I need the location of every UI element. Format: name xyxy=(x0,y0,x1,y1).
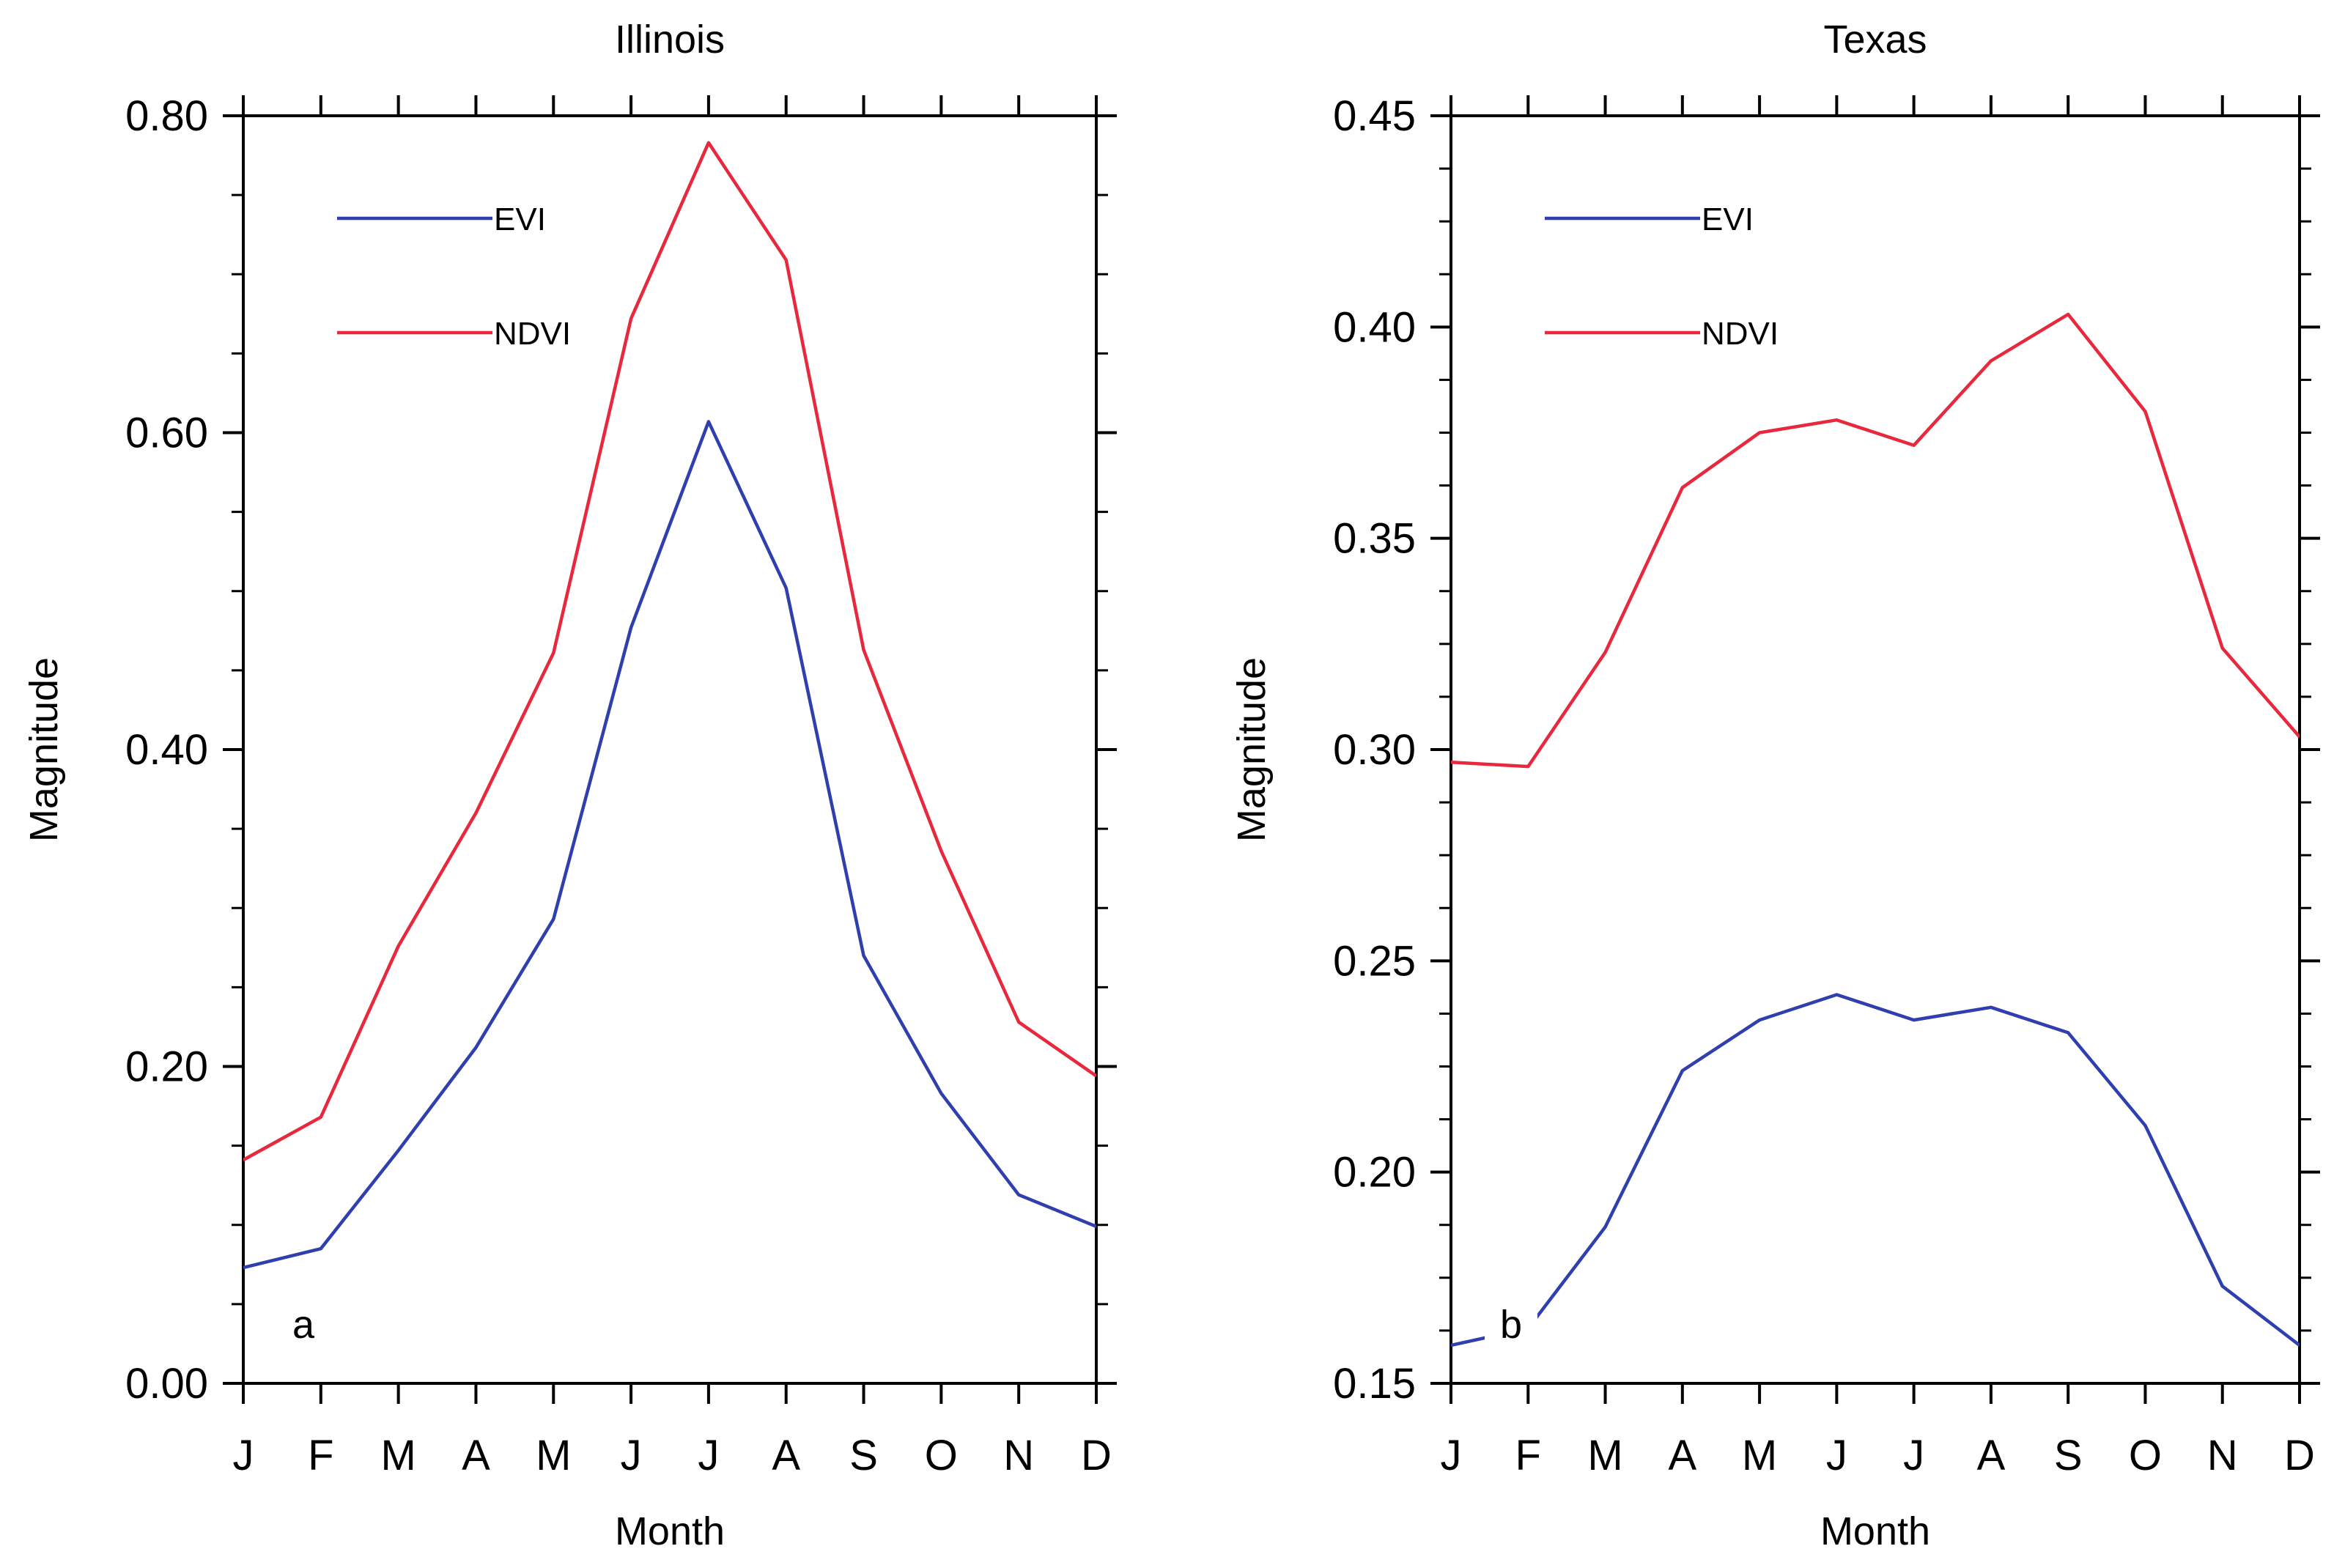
x-tick-label: J xyxy=(698,1432,719,1479)
y-tick-label: 0.35 xyxy=(1333,515,1416,563)
panel-letter: a xyxy=(292,1303,315,1347)
x-tick-label: O xyxy=(925,1432,958,1479)
x-tick-label: F xyxy=(308,1432,333,1479)
series-line-evi xyxy=(243,420,1096,1270)
legend-label-ndvi: NDVI xyxy=(1702,316,1779,352)
x-tick-label: M xyxy=(1742,1432,1777,1479)
chart-title: Illinois xyxy=(615,18,725,62)
panel-letter: b xyxy=(1500,1303,1522,1347)
x-tick-label: A xyxy=(462,1432,490,1479)
x-tick-label: A xyxy=(1668,1432,1696,1479)
x-tick-label: J xyxy=(1441,1432,1462,1479)
x-tick-label: M xyxy=(536,1432,571,1479)
series-line-ndvi xyxy=(243,141,1096,1162)
panel-letter-bg xyxy=(1485,1297,1537,1353)
y-tick-label: 0.80 xyxy=(125,92,208,140)
y-tick-label: 0.25 xyxy=(1333,937,1416,985)
series-line-evi xyxy=(1451,993,2300,1347)
y-tick-label: 0.30 xyxy=(1333,726,1416,774)
x-tick-label: M xyxy=(1587,1432,1622,1479)
chart-panel-b: J F M A M J J A S O N D0.150.200.250.300.350.400.45… xyxy=(1230,18,2320,1553)
chart-title: Texas xyxy=(1823,18,1927,62)
y-tick-label: 0.15 xyxy=(1333,1360,1416,1408)
y-tick-label: 0.45 xyxy=(1333,92,1416,140)
legend-label-ndvi: NDVI xyxy=(494,316,571,352)
plot-frame xyxy=(1450,114,2301,1385)
y-tick-label: 0.00 xyxy=(125,1360,208,1408)
x-tick-label: S xyxy=(849,1432,878,1479)
x-axis-label: Month xyxy=(1820,1509,1930,1553)
legend-label-evi: EVI xyxy=(1702,201,1754,237)
y-tick-label: 0.40 xyxy=(125,726,208,774)
x-tick-label: S xyxy=(2054,1432,2083,1479)
panel-letter-bg xyxy=(277,1297,330,1353)
x-tick-label: J xyxy=(1826,1432,1847,1479)
y-tick-label: 0.20 xyxy=(1333,1149,1416,1197)
x-tick-label: A xyxy=(772,1432,800,1479)
x-tick-label: O xyxy=(2129,1432,2162,1479)
x-tick-label: F xyxy=(1515,1432,1541,1479)
x-tick-label: D xyxy=(2284,1432,2315,1479)
plot-frame xyxy=(242,114,1098,1385)
legend-label-evi: EVI xyxy=(494,201,546,237)
x-tick-label: J xyxy=(621,1432,642,1479)
y-axis-label: Magnitude xyxy=(1230,657,1274,842)
x-tick-label: N xyxy=(1003,1432,1034,1479)
y-tick-label: 0.40 xyxy=(1333,303,1416,351)
y-axis-label: Magnitude xyxy=(22,657,66,842)
x-tick-label: D xyxy=(1081,1432,1112,1479)
x-tick-label: A xyxy=(1977,1432,2006,1479)
series-line-ndvi xyxy=(1451,312,2300,769)
x-tick-label: J xyxy=(1903,1432,1924,1479)
y-tick-label: 0.60 xyxy=(125,410,208,457)
x-tick-label: M xyxy=(380,1432,416,1479)
x-tick-label: N xyxy=(2207,1432,2238,1479)
chart-panel-a: J F M A M J J A S O N D0.000.200.400.600.80Illinois… xyxy=(22,18,1117,1553)
x-axis-label: Month xyxy=(615,1509,725,1553)
x-tick-label: J xyxy=(233,1432,254,1479)
y-tick-label: 0.20 xyxy=(125,1043,208,1091)
